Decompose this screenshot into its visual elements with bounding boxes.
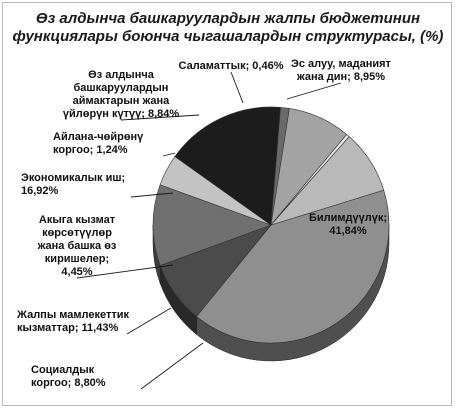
slice-label-3-line-1: көрсөтүүлөр [42,227,112,239]
slice-label-6-line-3: үйлөрүн күтүү; 8,84% [63,108,179,120]
slice-label-4-line-0: Экономикалык иш; [21,172,125,184]
pie-slice-2 [152,184,272,266]
chart-title-line-0: Өз алдынча башкаруулардын жалпы бюджетин… [36,10,420,27]
leader-line-6 [120,114,200,121]
slice-label-3-line-3: киришелер; [45,253,109,265]
leader-line-8 [286,82,342,100]
pie-slice-4 [174,106,281,226]
leader-line-3 [76,264,174,279]
slice-label-2-line-1: кызматтар; 11,43% [17,322,118,334]
slice-label-8-line-1: жана дин; 8,95% [296,71,385,83]
slice-label-5-line-0: Айлана-чөйрөнү [53,131,144,143]
slice-label-5-line-1: коргоо; 1,24% [53,144,128,156]
slice-label-3-line-4: 4,45% [61,266,92,278]
leader-line-5 [162,152,176,157]
leader-line-2 [126,307,172,335]
slice-label-4-line-1: 16,92% [21,185,59,197]
slice-label-6-line-2: аймактарын жана [73,95,171,107]
pie-slice-8 [270,136,385,226]
slice-label-0-line-1: 41,84% [329,225,367,237]
slice-label-0-line-0: Билимдүүлүк; [309,212,387,224]
pie-chart: Өз алдынча башкаруулардын жалпы бюджетин… [13,10,444,390]
slice-label-6-line-1: башкаруулардын [74,82,169,94]
chart-container: Өз алдынча башкаруулардын жалпы бюджетин… [2,2,452,406]
leader-line-1 [140,342,204,390]
slice-label-2-line-0: Жалпы мамлекеттик [16,309,129,321]
slice-label-8-line-0: Эс алуу, маданият [291,58,392,70]
slice-label-3-line-2: жана башка өз [37,240,117,252]
leader-line-4 [130,192,174,198]
slice-label-7-line-0: Саламаттык; 0,46% [179,60,284,72]
slice-label-1-line-1: коргоо; 8,80% [31,377,106,389]
leader-line-7 [230,71,244,104]
slice-label-1-line-0: Социалдык [31,364,95,376]
slice-label-3-line-0: Акыга кызмат [39,214,116,226]
chart-title-line-1: функциялары боюнча чыгашалардын структур… [13,28,444,45]
pie-slice-0 [196,189,390,344]
slice-label-6-line-0: Өз алдынча [88,69,155,81]
pie-slices [152,106,390,344]
